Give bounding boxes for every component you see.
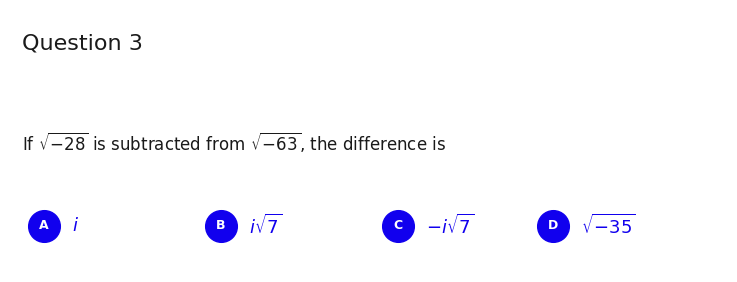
Text: B: B [217,219,226,232]
Point [547,223,559,228]
Text: $i\sqrt{7}$: $i\sqrt{7}$ [249,213,282,238]
Text: $\sqrt{-35}$: $\sqrt{-35}$ [581,213,636,238]
Point [38,223,50,228]
Text: C: C [394,219,402,232]
Text: $-i\sqrt{7}$: $-i\sqrt{7}$ [426,213,475,238]
Point [392,223,404,228]
Text: A: A [39,219,49,232]
Text: $i$: $i$ [72,217,79,235]
Text: D: D [548,219,558,232]
Text: Question 3: Question 3 [22,34,143,54]
Point [215,223,227,228]
Text: If $\sqrt{-28}$ is subtracted from $\sqrt{-63}$, the difference is: If $\sqrt{-28}$ is subtracted from $\sqr… [22,130,446,154]
